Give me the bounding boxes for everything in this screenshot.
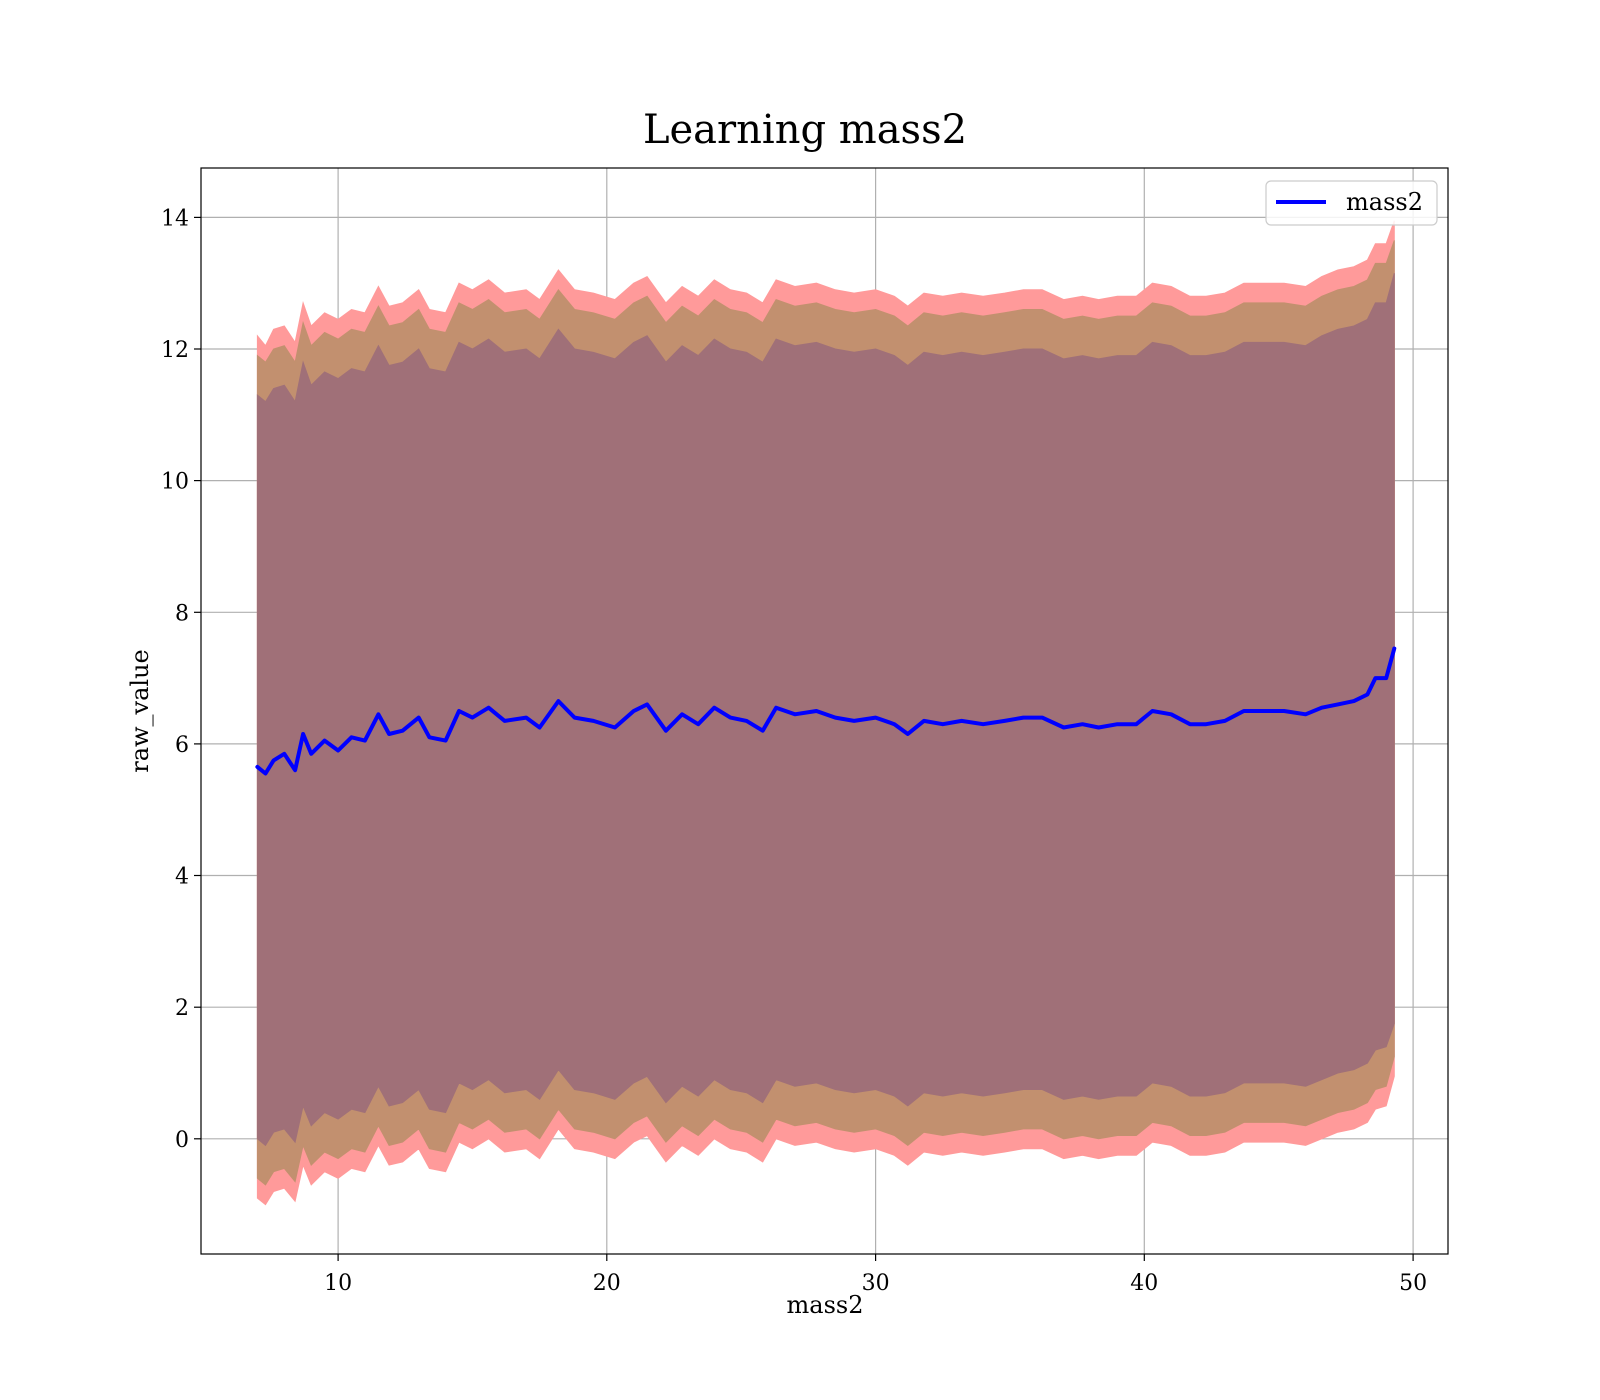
legend-box <box>1265 180 1438 226</box>
x-tick-label: 50 <box>1399 1271 1427 1296</box>
y-axis-ticks: 0 2 4 6 8 10 12 14 <box>161 206 201 1153</box>
y-tick-label: 6 <box>175 733 189 758</box>
legend-entry-mass2: mass2 <box>1346 188 1423 216</box>
x-tick-label: 30 <box>862 1271 890 1296</box>
x-axis-ticks: 10 20 30 40 50 <box>324 1254 1427 1296</box>
y-tick-label: 8 <box>175 601 189 626</box>
legend: mass2 <box>1265 180 1438 226</box>
band-inner <box>256 273 1395 1147</box>
x-tick-label: 10 <box>324 1271 352 1296</box>
plot-frame <box>200 167 1449 1255</box>
y-tick-label: 4 <box>175 865 189 890</box>
y-tick-label: 0 <box>175 1128 189 1153</box>
y-tick-label: 12 <box>161 338 189 363</box>
y-tick-label: 2 <box>175 996 189 1021</box>
y-tick-label: 10 <box>161 470 189 495</box>
x-tick-label: 40 <box>1130 1271 1158 1296</box>
series-line-mass2 <box>255 646 1397 776</box>
y-axis-label: raw_value <box>126 649 154 773</box>
series-lines <box>255 646 1397 776</box>
y-tick-label: 14 <box>161 206 189 231</box>
x-axis-label: mass2 <box>787 1291 864 1319</box>
chart-title: Learning mass2 <box>643 107 967 153</box>
x-tick-label: 20 <box>593 1271 621 1296</box>
